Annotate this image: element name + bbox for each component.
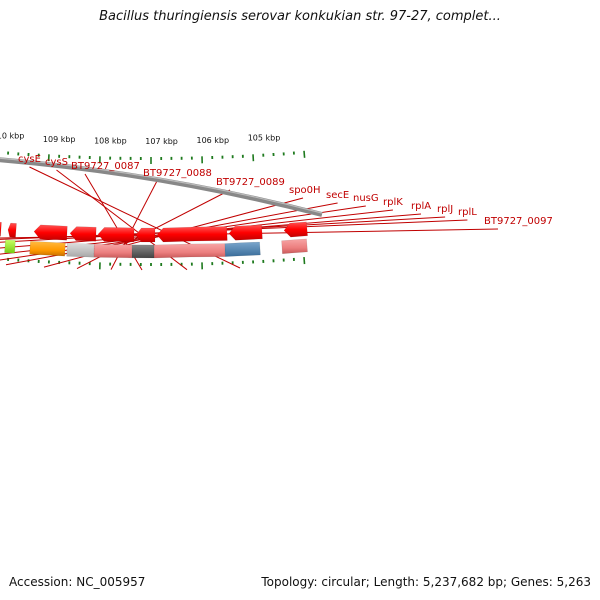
fwd-cds-arrow [97,227,135,243]
kbp-scale-label: 107 kbp [145,137,178,146]
gene-label-sece: secE [326,190,349,201]
rev-feature-grey [66,242,95,258]
kbp-scale-label: 108 kbp [94,137,127,146]
kbp-scale-labels: 105 kbp 106 kbp 107 kbp 108 kbp 109 kbp 110 k… [0,132,281,146]
backbone-highlight [0,157,323,214]
kbp-scale-label: 110 kbp [0,132,24,141]
fwd-cds-arrow [135,227,156,243]
rev-feature [281,238,308,254]
kbp-scale-label: 109 kbp [43,135,76,144]
rev-feature [153,243,226,259]
fwd-cds-arrow [283,221,308,238]
gene-label-rpll: rplL [458,207,477,218]
major-tick [303,150,306,158]
gene-label-nusg: nusG [353,193,379,204]
forward-strand-track [0,221,308,243]
rev-feature-blue [224,241,261,257]
gene-label-cyse: cysE [18,154,41,165]
gene-label-bt9727_0097: BT9727_0097 [484,216,553,227]
fwd-cds-arrow [33,224,68,241]
rev-feature-dark [131,244,155,259]
fwd-cds-arrow [69,226,97,242]
map-title: Bacillus thuringiensis serovar konkukian… [99,9,501,24]
gene-label-rplj: rplJ [437,204,453,215]
kbp-scale-label: 106 kbp [196,136,229,145]
backbone-ring [0,157,323,217]
pointer-line [0,228,499,239]
kbp-scale-label: 105 kbp [248,134,281,143]
inner-tick-ring [7,150,306,164]
fwd-cds-arrow [228,224,263,241]
fwd-cds-arrow [156,226,228,243]
fwd-cds-arrow [0,221,2,237]
rev-feature [93,243,133,259]
reverse-strand-track [4,238,308,259]
major-tick [303,257,306,265]
fwd-cds-arrow [7,222,17,238]
genome-summary-text: Topology: circular; Length: 5,237,682 bp… [261,575,591,589]
accession-text: Accession: NC_005957 [9,575,146,589]
outer-tick-ring [7,257,306,270]
rev-rrna-feature [29,241,66,257]
gene-label-bt9727_0088: BT9727_0088 [143,168,212,179]
gene-label-spo0h: spo0H [289,185,321,196]
backbone-arc [0,157,323,217]
rev-trna-feature [4,239,16,254]
gene-label-rpla: rplA [411,201,431,212]
gene-label-rplk: rplK [383,197,403,208]
gene-label-bt9727_0089: BT9727_0089 [216,177,285,188]
gene-label-cyss: cysS [45,157,68,168]
gene-label-bt9727_0087: BT9727_0087 [71,161,140,172]
